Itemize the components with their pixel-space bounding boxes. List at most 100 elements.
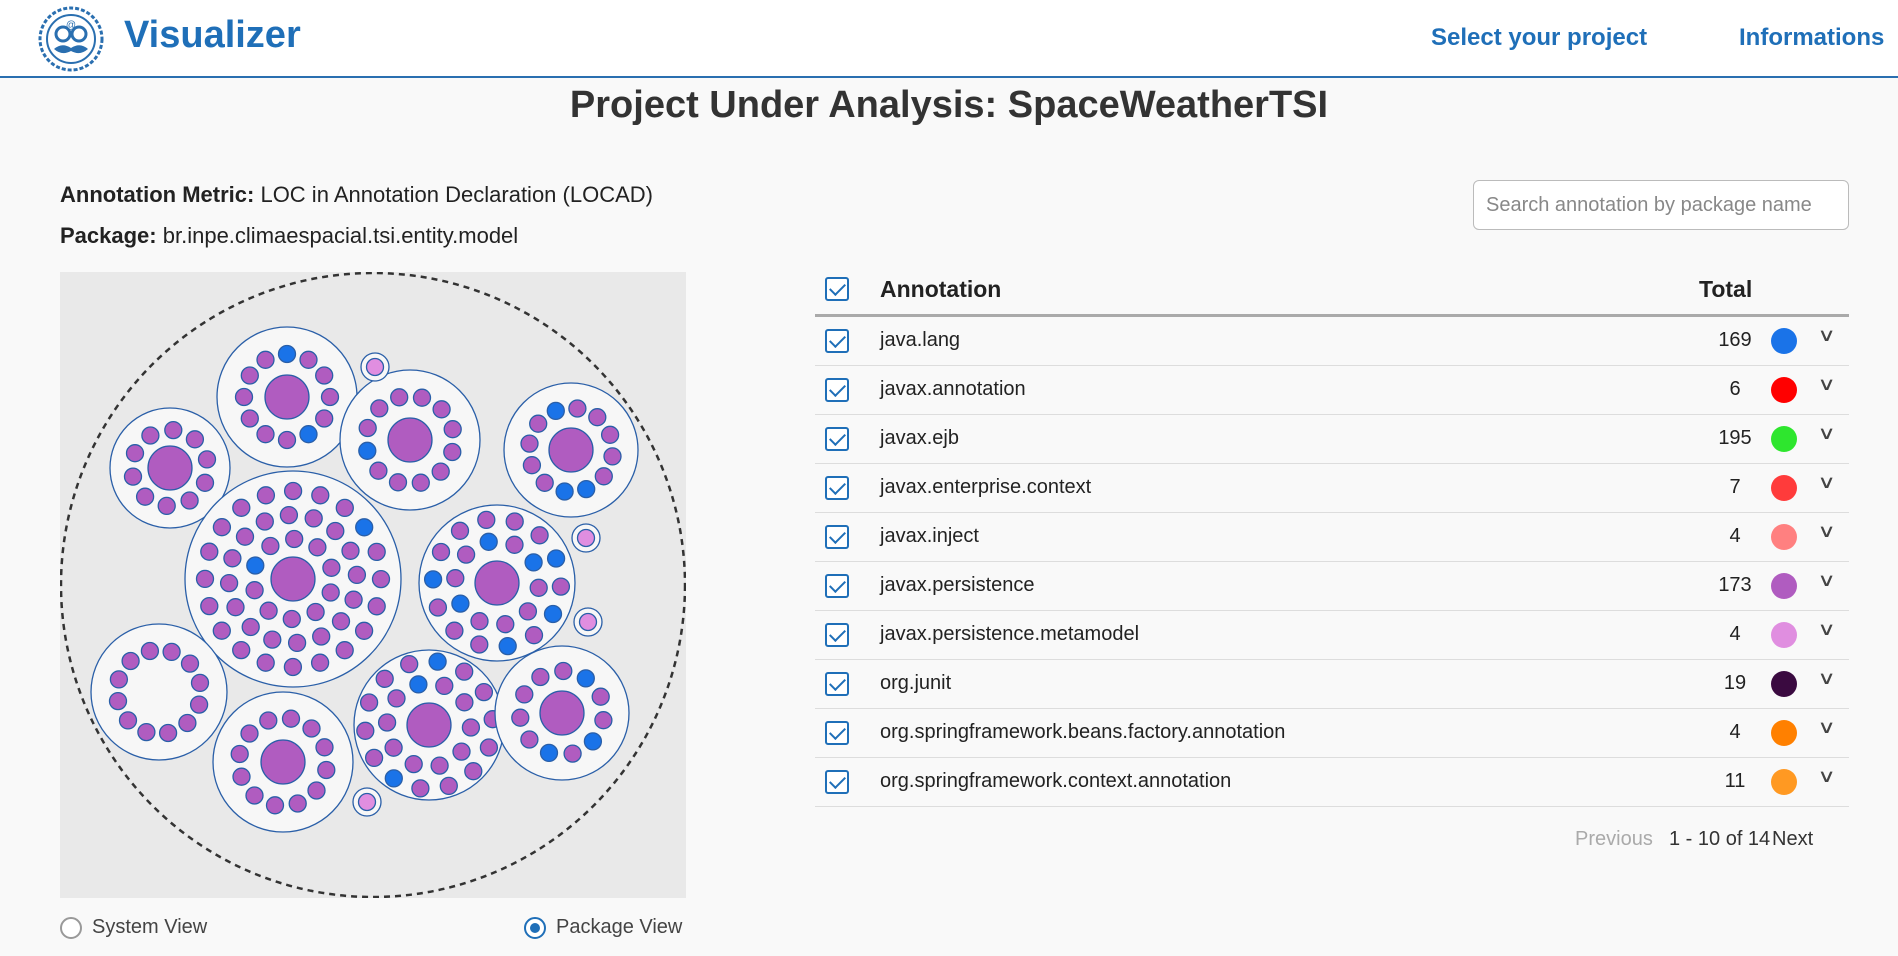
annotation-circle[interactable] [384, 738, 403, 757]
color-swatch[interactable] [1771, 524, 1797, 550]
annotation-circle[interactable] [195, 569, 215, 589]
annotation-circle[interactable] [287, 633, 307, 653]
annotation-circle[interactable] [232, 640, 251, 660]
circle-packing-svg[interactable] [60, 272, 686, 898]
annotation-circle[interactable] [371, 569, 391, 589]
annotation-circle[interactable] [219, 573, 239, 593]
annotation-circle[interactable] [431, 542, 451, 562]
annotation-circle[interactable] [310, 653, 330, 672]
annotation-circle[interactable] [387, 417, 433, 463]
annotation-circle[interactable] [577, 479, 596, 499]
color-swatch[interactable] [1771, 671, 1797, 697]
row-checkbox[interactable] [825, 329, 849, 353]
annotation-circle[interactable] [281, 709, 301, 728]
annotation-circle[interactable] [256, 425, 275, 444]
chevron-down-icon[interactable]: ∨ [1817, 325, 1836, 345]
annotation-circle[interactable] [518, 602, 538, 621]
annotation-circle[interactable] [356, 721, 375, 740]
annotation-circle[interactable] [365, 357, 385, 377]
annotation-circle[interactable] [288, 794, 307, 813]
annotation-circle[interactable] [576, 669, 595, 688]
annotation-circle[interactable] [190, 673, 210, 693]
annotation-circle[interactable] [377, 713, 397, 732]
annotation-circle[interactable] [390, 388, 409, 407]
annotation-circle[interactable] [255, 512, 274, 531]
annotation-circle[interactable] [283, 481, 303, 501]
annotation-circle[interactable] [331, 612, 351, 631]
annotation-circle[interactable] [505, 535, 524, 554]
table-row[interactable]: javax.annotation 6 ∨ [815, 366, 1849, 415]
table-row[interactable]: javax.enterprise.context 7 ∨ [815, 464, 1849, 513]
annotation-circle[interactable] [432, 400, 451, 419]
table-row[interactable]: javax.persistence.metamodel 4 ∨ [815, 611, 1849, 660]
annotation-circle[interactable] [260, 739, 306, 785]
annotation-circle[interactable] [369, 461, 388, 480]
annotation-circle[interactable] [135, 487, 155, 506]
pager-next-button[interactable]: Next [1772, 828, 1814, 850]
annotation-circle[interactable] [317, 760, 336, 780]
annotation-circle[interactable] [522, 456, 542, 475]
annotation-circle[interactable] [241, 617, 260, 637]
color-swatch[interactable] [1771, 769, 1797, 795]
annotation-circle[interactable] [302, 719, 321, 738]
annotation-circle[interactable] [306, 602, 325, 622]
table-row[interactable]: org.junit 19 ∨ [815, 660, 1849, 709]
annotation-circle[interactable] [230, 744, 249, 764]
annotation-circle[interactable] [367, 542, 386, 562]
annotation-circle[interactable] [461, 718, 481, 737]
color-swatch[interactable] [1771, 328, 1797, 354]
annotation-circle[interactable] [456, 545, 476, 564]
annotation-circle[interactable] [283, 657, 303, 677]
annotation-circle[interactable] [568, 399, 587, 418]
annotation-circle[interactable] [189, 695, 209, 714]
annotation-circle[interactable] [531, 667, 550, 687]
annotation-circle[interactable] [412, 388, 432, 407]
annotation-circle[interactable] [304, 509, 323, 528]
annotation-circle[interactable] [335, 498, 354, 518]
color-swatch[interactable] [1771, 475, 1797, 501]
annotation-circle[interactable] [387, 689, 406, 708]
annotation-circle[interactable] [600, 425, 620, 444]
annotation-circle[interactable] [451, 594, 470, 613]
system-view-radio[interactable] [60, 916, 82, 939]
chevron-down-icon[interactable]: ∨ [1817, 472, 1836, 492]
annotation-circle[interactable] [400, 654, 419, 674]
annotation-circle[interactable] [180, 491, 199, 510]
chevron-down-icon[interactable]: ∨ [1817, 668, 1836, 688]
annotation-circle[interactable] [423, 570, 443, 589]
annotation-circle[interactable] [321, 583, 340, 602]
annotation-circle[interactable] [554, 661, 573, 681]
annotation-circle[interactable] [474, 682, 494, 702]
row-checkbox[interactable] [825, 427, 849, 451]
annotation-circle[interactable] [496, 615, 515, 634]
package-view-radio[interactable] [524, 916, 546, 939]
annotation-circle[interactable] [404, 754, 423, 774]
annotation-circle[interactable] [195, 473, 215, 492]
annotation-circle[interactable] [141, 426, 160, 445]
annotation-circle[interactable] [125, 444, 145, 463]
annotation-circle[interactable] [185, 430, 205, 449]
annotation-circle[interactable] [256, 486, 276, 505]
annotation-circle[interactable] [591, 687, 610, 706]
annotation-circle[interactable] [341, 541, 360, 560]
annotation-circle[interactable] [315, 738, 334, 757]
annotation-circle[interactable] [315, 366, 334, 385]
annotation-circle[interactable] [443, 420, 462, 439]
annotation-circle[interactable] [299, 425, 318, 444]
annotation-circle[interactable] [358, 418, 377, 438]
annotation-circle[interactable] [246, 556, 265, 575]
circle-packing-chart[interactable] [60, 272, 686, 898]
annotation-circle[interactable] [439, 776, 458, 796]
annotation-circle[interactable] [588, 408, 607, 427]
annotation-circle[interactable] [240, 724, 259, 743]
row-checkbox[interactable] [825, 378, 849, 402]
annotation-circle[interactable] [240, 409, 259, 428]
annotation-circle[interactable] [539, 743, 559, 763]
annotation-circle[interactable] [548, 427, 594, 473]
select-all-checkbox[interactable] [825, 277, 849, 301]
system-view-option[interactable]: System View [60, 916, 207, 939]
annotation-circle[interactable] [359, 693, 379, 712]
annotation-circle[interactable] [477, 510, 496, 530]
chevron-down-icon[interactable]: ∨ [1817, 423, 1836, 443]
annotation-circle[interactable] [455, 693, 474, 712]
